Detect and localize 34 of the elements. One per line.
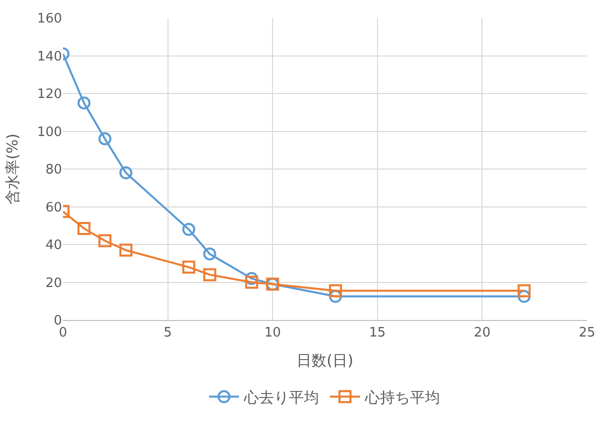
y-tick-label: 0 bbox=[54, 314, 62, 329]
y-tick-label: 140 bbox=[37, 49, 62, 64]
point bbox=[328, 284, 342, 298]
x-axis-title: 日数(日) bbox=[296, 352, 354, 370]
point bbox=[119, 166, 132, 180]
point bbox=[182, 222, 196, 236]
point bbox=[77, 222, 90, 235]
point bbox=[203, 247, 216, 260]
x-tick-label: 25 bbox=[578, 326, 596, 341]
point bbox=[328, 290, 342, 303]
point bbox=[182, 260, 196, 274]
point bbox=[518, 284, 531, 298]
y-tick-label: 100 bbox=[37, 124, 62, 140]
y-axis-title: 含水率(%) bbox=[3, 134, 22, 204]
legend-label: 心去り平均 bbox=[243, 388, 319, 406]
y-tick-label: 80 bbox=[45, 162, 62, 178]
x-tick-label: 15 bbox=[369, 326, 386, 341]
y-tick-label: 60 bbox=[45, 200, 62, 216]
y-tick-label: 160 bbox=[37, 12, 62, 27]
point bbox=[245, 276, 258, 289]
point bbox=[203, 268, 216, 282]
x-tick-label: 10 bbox=[264, 326, 281, 341]
legend-label: 心持ち平均 bbox=[364, 388, 440, 406]
point bbox=[119, 244, 132, 257]
point bbox=[77, 96, 90, 110]
x-tick-label: 5 bbox=[164, 326, 172, 341]
y-tick-label: 20 bbox=[45, 276, 62, 291]
x-tick-label: 20 bbox=[474, 326, 490, 341]
point bbox=[98, 234, 112, 248]
point bbox=[245, 272, 258, 285]
y-tick-label: 120 bbox=[37, 87, 62, 102]
point bbox=[518, 290, 531, 303]
point bbox=[98, 132, 112, 146]
y-tick-label: 40 bbox=[45, 238, 62, 254]
